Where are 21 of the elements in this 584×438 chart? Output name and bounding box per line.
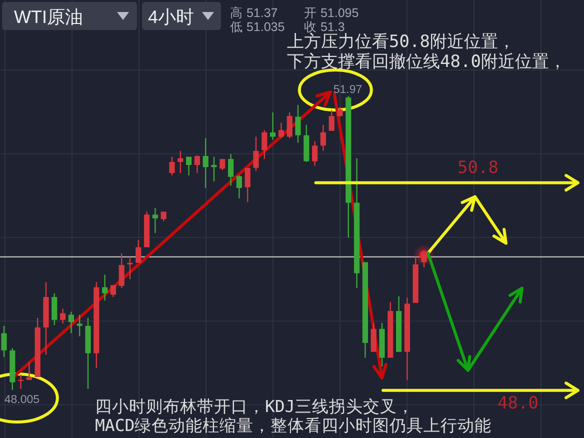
text: 高 51.37 [230, 5, 278, 20]
chart-title: WTI原油 [14, 7, 83, 27]
text: 低 51.035 [230, 20, 285, 34]
candlestick [152, 208, 158, 234]
text: 开 51.095 [304, 6, 359, 20]
annotation: 51.97 [333, 84, 362, 96]
candlestick [278, 122, 284, 138]
ref-line-label: 50.8 [458, 158, 498, 178]
text: 收 51.3 [304, 20, 345, 34]
annotation: 48.005 [4, 394, 40, 406]
candlestick [18, 374, 24, 389]
ref-line-label: 48.0 [498, 393, 538, 414]
candlestick [68, 312, 74, 334]
text: 下方支撑看回撤位线48.0附近位置， [287, 52, 566, 72]
candlestick [26, 362, 32, 380]
text: 四小时则布林带开口，KDJ三线拐头交叉， [95, 397, 414, 416]
candlestick [270, 112, 276, 140]
text: 上方压力位看50.8附近位置， [287, 32, 515, 52]
text: MACD绿色动能柱缩量，整体看四小时图仍具上行动能 [95, 416, 492, 435]
chart-subtitle: 4小时 [148, 7, 194, 27]
candlestick [102, 274, 108, 301]
